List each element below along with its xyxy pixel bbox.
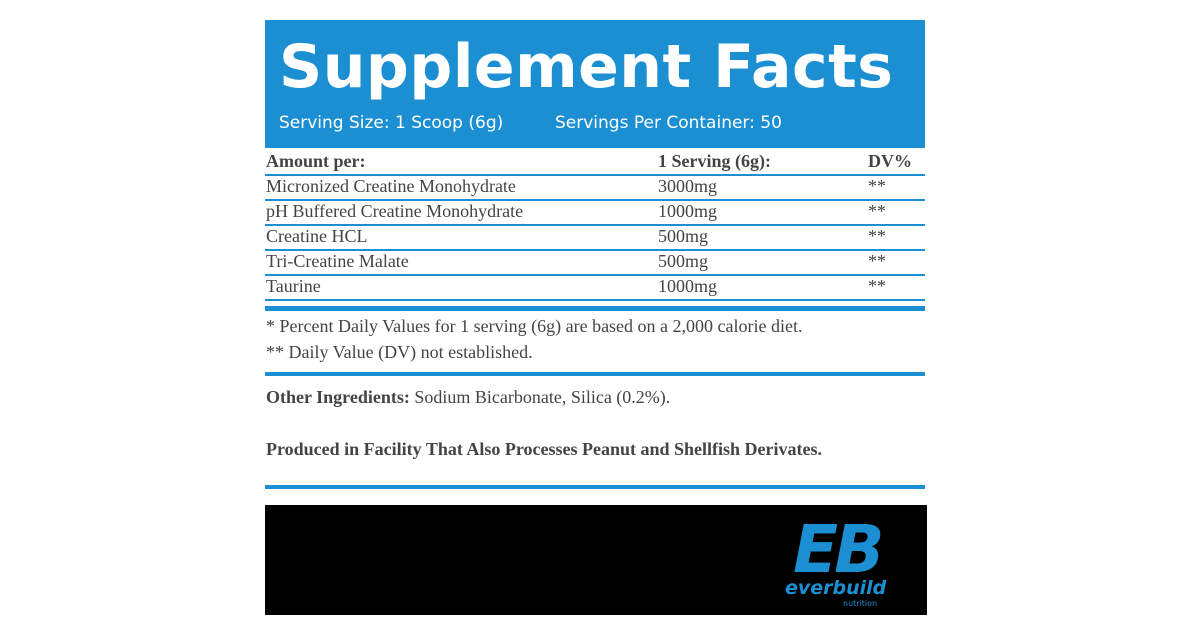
divider — [265, 306, 925, 311]
divider — [265, 372, 925, 376]
cell: ** — [868, 201, 886, 221]
logo-mark: EB — [793, 511, 884, 588]
table-row: Micronized Creatine Monohydrate 3000mg ** — [265, 175, 925, 201]
logo-sub: nutrition — [843, 599, 878, 608]
footnote: * Percent Daily Values for 1 serving (6g… — [266, 316, 803, 336]
column-header: DV% — [868, 151, 912, 171]
cell: ** — [868, 226, 886, 246]
cell: pH Buffered Creatine Monohydrate — [266, 201, 524, 221]
other-ingredients: Other Ingredients: Sodium Bicarbonate, S… — [266, 387, 670, 408]
table-header: Amount per: 1 Serving (6g): DV% — [265, 150, 925, 176]
logo-box: EB everbuild nutrition — [265, 505, 927, 615]
table-row: pH Buffered Creatine Monohydrate 1000mg ** — [265, 200, 925, 226]
allergen: Produced in Facility That Also Processes… — [266, 439, 823, 459]
logo-name: everbuild — [785, 577, 887, 599]
column-header: Amount per: — [266, 151, 366, 171]
table-row: Creatine HCL 500mg ** — [265, 225, 925, 251]
cell: Micronized Creatine Monohydrate — [266, 176, 516, 196]
cell: ** — [868, 176, 886, 196]
cell: Creatine HCL — [266, 226, 368, 246]
table-row: Taurine 1000mg ** — [265, 275, 925, 301]
table-row: Tri-Creatine Malate 500mg ** — [265, 250, 925, 276]
other-text: Sodium Bicarbonate, Silica (0.2%). — [414, 387, 671, 407]
cell: Taurine — [266, 276, 321, 296]
cell: 3000mg — [658, 176, 718, 196]
footnote: ** Daily Value (DV) not established. — [266, 342, 533, 362]
supplement-panel: Supplement Facts Serving Size: 1 Scoop (… — [265, 20, 927, 620]
cell: 500mg — [658, 226, 709, 246]
divider — [265, 485, 925, 489]
servings-per-container: Servings Per Container: 50 — [555, 113, 782, 133]
title: Supplement Facts — [279, 32, 894, 102]
cell: ** — [868, 276, 886, 296]
column-header: 1 Serving (6g): — [658, 151, 771, 171]
header: Supplement Facts Serving Size: 1 Scoop (… — [265, 20, 925, 148]
serving-size: Serving Size: 1 Scoop (6g) — [279, 113, 504, 133]
cell: 1000mg — [658, 201, 718, 221]
cell: ** — [868, 251, 886, 271]
cell: 1000mg — [658, 276, 718, 296]
cell: Tri-Creatine Malate — [266, 251, 409, 271]
cell: 500mg — [658, 251, 709, 271]
other-label: Other Ingredients: — [266, 387, 410, 407]
